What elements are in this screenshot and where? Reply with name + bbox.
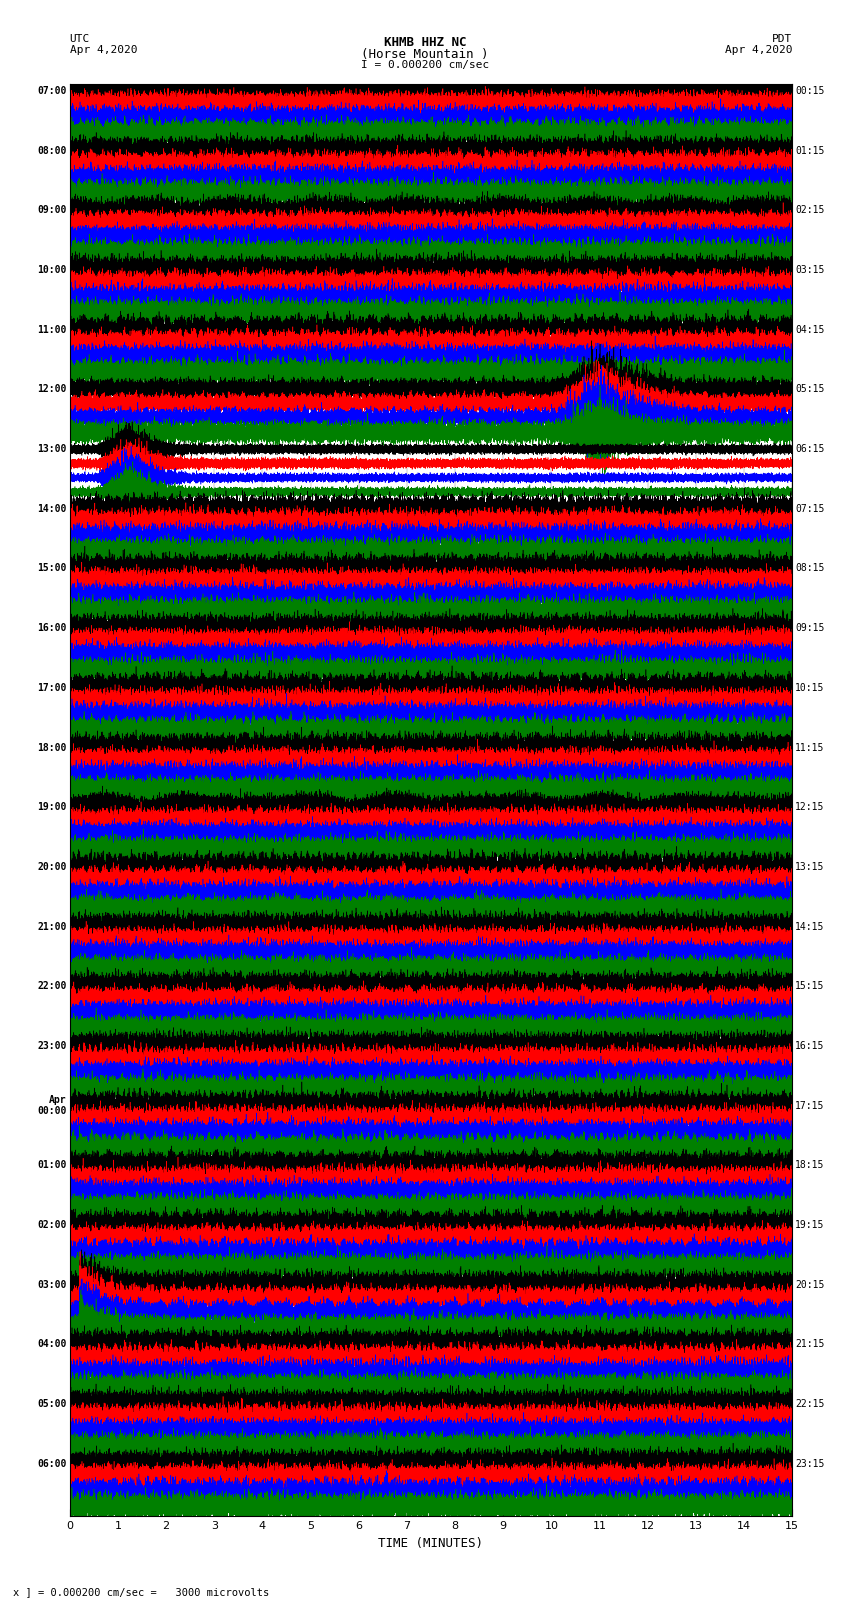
Text: Apr 4,2020: Apr 4,2020 bbox=[70, 45, 137, 55]
Text: 15:15: 15:15 bbox=[795, 981, 824, 992]
Text: 09:00: 09:00 bbox=[37, 205, 67, 216]
Text: UTC: UTC bbox=[70, 34, 90, 44]
Text: 12:15: 12:15 bbox=[795, 802, 824, 813]
Text: x ] = 0.000200 cm/sec =   3000 microvolts: x ] = 0.000200 cm/sec = 3000 microvolts bbox=[13, 1587, 269, 1597]
Text: (Horse Mountain ): (Horse Mountain ) bbox=[361, 48, 489, 61]
Text: 04:00: 04:00 bbox=[37, 1339, 67, 1350]
Text: 00:15: 00:15 bbox=[795, 85, 824, 97]
Text: 21:00: 21:00 bbox=[37, 921, 67, 932]
Text: 22:15: 22:15 bbox=[795, 1398, 824, 1410]
Text: 03:15: 03:15 bbox=[795, 265, 824, 276]
Text: 02:15: 02:15 bbox=[795, 205, 824, 216]
Text: 22:00: 22:00 bbox=[37, 981, 67, 992]
Text: PDT: PDT bbox=[772, 34, 792, 44]
Text: 04:15: 04:15 bbox=[795, 324, 824, 336]
Text: 18:15: 18:15 bbox=[795, 1160, 824, 1171]
Text: 20:15: 20:15 bbox=[795, 1279, 824, 1290]
Text: 21:15: 21:15 bbox=[795, 1339, 824, 1350]
Text: 01:00: 01:00 bbox=[37, 1160, 67, 1171]
Text: Apr 4,2020: Apr 4,2020 bbox=[725, 45, 792, 55]
Text: 14:15: 14:15 bbox=[795, 921, 824, 932]
Text: 01:15: 01:15 bbox=[795, 145, 824, 156]
Text: 13:15: 13:15 bbox=[795, 861, 824, 873]
Text: I = 0.000200 cm/sec: I = 0.000200 cm/sec bbox=[361, 60, 489, 69]
Text: KHMB HHZ NC: KHMB HHZ NC bbox=[383, 37, 467, 50]
Text: 19:15: 19:15 bbox=[795, 1219, 824, 1231]
Text: 17:00: 17:00 bbox=[37, 682, 67, 694]
Text: 13:00: 13:00 bbox=[37, 444, 67, 455]
Text: 16:00: 16:00 bbox=[37, 623, 67, 634]
Text: 18:00: 18:00 bbox=[37, 742, 67, 753]
Text: 05:00: 05:00 bbox=[37, 1398, 67, 1410]
Text: 06:15: 06:15 bbox=[795, 444, 824, 455]
Text: 11:15: 11:15 bbox=[795, 742, 824, 753]
Text: 02:00: 02:00 bbox=[37, 1219, 67, 1231]
Text: 08:15: 08:15 bbox=[795, 563, 824, 574]
Text: 17:15: 17:15 bbox=[795, 1100, 824, 1111]
Text: Apr
00:00: Apr 00:00 bbox=[37, 1095, 67, 1116]
Text: 07:15: 07:15 bbox=[795, 503, 824, 515]
Text: 16:15: 16:15 bbox=[795, 1040, 824, 1052]
Text: 05:15: 05:15 bbox=[795, 384, 824, 395]
Text: 11:00: 11:00 bbox=[37, 324, 67, 336]
Text: 23:15: 23:15 bbox=[795, 1458, 824, 1469]
Text: 07:00: 07:00 bbox=[37, 85, 67, 97]
Text: 14:00: 14:00 bbox=[37, 503, 67, 515]
Text: 08:00: 08:00 bbox=[37, 145, 67, 156]
Text: 19:00: 19:00 bbox=[37, 802, 67, 813]
Text: 23:00: 23:00 bbox=[37, 1040, 67, 1052]
Text: 10:15: 10:15 bbox=[795, 682, 824, 694]
Text: 06:00: 06:00 bbox=[37, 1458, 67, 1469]
Text: 09:15: 09:15 bbox=[795, 623, 824, 634]
Text: 20:00: 20:00 bbox=[37, 861, 67, 873]
Text: 10:00: 10:00 bbox=[37, 265, 67, 276]
Text: 03:00: 03:00 bbox=[37, 1279, 67, 1290]
X-axis label: TIME (MINUTES): TIME (MINUTES) bbox=[378, 1537, 484, 1550]
Text: 12:00: 12:00 bbox=[37, 384, 67, 395]
Text: 15:00: 15:00 bbox=[37, 563, 67, 574]
